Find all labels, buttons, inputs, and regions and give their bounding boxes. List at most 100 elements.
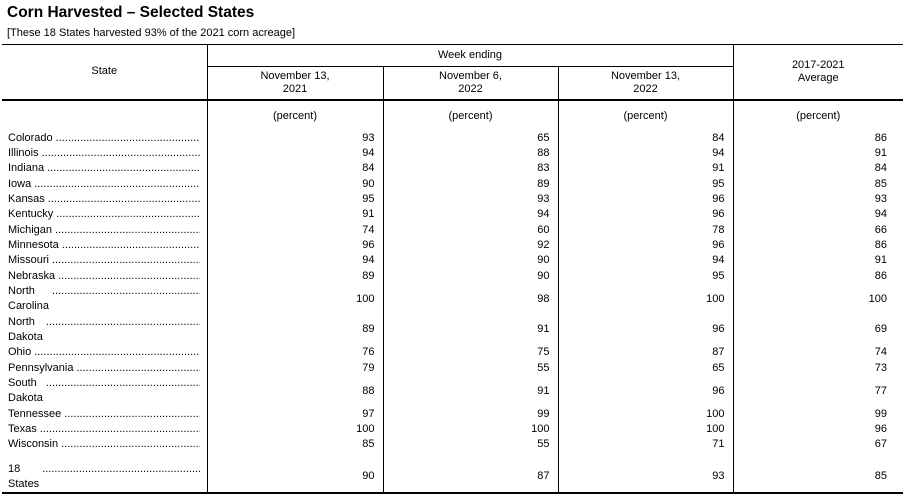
value-cell: 95 <box>558 176 734 192</box>
value-cell: 93 <box>874 192 887 205</box>
leader-dots: ........................................… <box>55 131 200 144</box>
value-cell: 66 <box>874 223 887 236</box>
table-row: Minnesota ..............................… <box>2 237 903 254</box>
value-cell: 91 <box>874 254 887 267</box>
value-cell: 100 <box>558 283 734 315</box>
page-subtitle: [These 18 States harvested 93% of the 20… <box>7 27 296 39</box>
table-row: Kentucky ...............................… <box>2 207 903 223</box>
value-cell: 60 <box>383 222 559 238</box>
state-name-cell: Nebraska ...............................… <box>2 268 208 284</box>
value-cell: 84 <box>207 161 384 177</box>
unit-label: (percent) <box>796 109 841 122</box>
value-cell: 96 <box>874 423 887 436</box>
value-cell: 89 <box>207 314 384 346</box>
value-cell: 100 <box>558 406 734 423</box>
leader-dots: ........................................… <box>56 208 199 221</box>
value-cell: 86 <box>874 131 887 144</box>
state-name: Michigan <box>8 223 53 236</box>
value-cell: 99 <box>383 406 559 423</box>
value-cell: 91 <box>383 376 559 407</box>
table-row: South Dakota ...........................… <box>2 376 903 407</box>
leader-dots: ........................................… <box>47 162 199 175</box>
state-name-cell: Illinois ...............................… <box>2 145 208 162</box>
value-cell: 77 <box>874 384 887 397</box>
page-title: Corn Harvested – Selected States <box>7 4 255 21</box>
unit-label: (percent) <box>383 99 559 131</box>
value-cell: 88 <box>383 145 559 162</box>
state-name-cell: Pennsylvania ...........................… <box>2 360 208 376</box>
value-cell: 96 <box>558 376 734 407</box>
state-name: Tennessee <box>8 407 62 420</box>
state-name-cell: 18 States ..............................… <box>2 452 208 494</box>
total-row: 18 States ..............................… <box>2 452 903 494</box>
value-cell: 96 <box>558 237 734 254</box>
state-name: Kentucky <box>8 208 54 221</box>
table-row: Tennessee ..............................… <box>2 406 903 423</box>
state-column-header: State <box>2 44 208 101</box>
table-header: State Week ending 2017-2021 Average Nove… <box>2 44 903 131</box>
state-name-cell: Texas ..................................… <box>2 422 208 438</box>
harvest-table: State Week ending 2017-2021 Average Nove… <box>2 44 903 494</box>
value-cell: 96 <box>558 207 734 223</box>
table-row: Ohio ...................................… <box>2 345 903 361</box>
state-name-cell: Wisconsin ..............................… <box>2 437 208 453</box>
table-row: Nebraska ...............................… <box>2 268 903 284</box>
value-cell: 95 <box>207 191 384 208</box>
value-cell: 94 <box>207 145 384 162</box>
value-cell: 87 <box>558 345 734 361</box>
state-name: Wisconsin <box>8 438 59 451</box>
leader-dots: ........................................… <box>61 438 200 451</box>
table-row: Missouri ...............................… <box>2 253 903 269</box>
value-cell: 94 <box>558 253 734 269</box>
value-cell: 96 <box>207 237 384 254</box>
value-cell: 100 <box>207 283 384 315</box>
state-name: Missouri <box>8 254 49 267</box>
leader-dots: ........................................… <box>51 254 200 267</box>
state-name-cell: Colorado ...............................… <box>2 130 208 146</box>
date-column-header: November 13, 2021 <box>207 66 384 101</box>
value-cell: 94 <box>207 253 384 269</box>
leader-dots: ........................................… <box>61 238 200 251</box>
state-name: Minnesota <box>8 238 59 251</box>
value-cell: 98 <box>383 283 559 315</box>
value-cell: 97 <box>207 406 384 423</box>
value-cell: 55 <box>383 360 559 376</box>
value-cell: 96 <box>558 314 734 346</box>
table-row: North Dakota ...........................… <box>2 314 903 346</box>
state-name-cell: Michigan ...............................… <box>2 222 208 238</box>
value-cell: 89 <box>383 176 559 192</box>
value-cell: 93 <box>558 452 734 494</box>
value-cell: 78 <box>558 222 734 238</box>
date-column-header: November 13, 2022 <box>558 66 734 101</box>
unit-row: (percent) (percent) (percent) (percent) <box>2 99 903 131</box>
table-row: Colorado ...............................… <box>2 130 903 146</box>
state-name: Kansas <box>8 192 45 205</box>
state-name-cell: Minnesota ..............................… <box>2 237 208 254</box>
value-cell: 84 <box>874 162 887 175</box>
value-cell: 89 <box>207 268 384 284</box>
value-cell: 76 <box>207 345 384 361</box>
leader-dots: ........................................… <box>55 223 199 236</box>
value-cell: 85 <box>874 177 887 190</box>
leader-dots: ........................................… <box>76 361 199 374</box>
value-cell: 100 <box>207 422 384 438</box>
state-name: South Dakota <box>8 377 43 405</box>
state-name-cell: Ohio ...................................… <box>2 345 208 361</box>
value-cell: 87 <box>383 452 559 494</box>
value-cell: 93 <box>383 191 559 208</box>
value-cell: 71 <box>558 437 734 453</box>
state-name: Texas <box>8 423 37 436</box>
value-cell: 99 <box>874 407 887 420</box>
leader-dots: ........................................… <box>58 269 199 282</box>
state-name-cell: North Carolina .........................… <box>2 283 208 315</box>
value-cell: 74 <box>874 346 887 359</box>
table-row: Texas ..................................… <box>2 422 903 438</box>
state-name: Ohio <box>8 346 32 359</box>
value-cell: 91 <box>874 146 887 159</box>
state-name: Pennsylvania <box>8 361 74 374</box>
leader-dots: ........................................… <box>34 346 200 359</box>
value-cell: 91 <box>383 314 559 346</box>
table-row: Illinois ...............................… <box>2 145 903 162</box>
value-cell: 55 <box>383 437 559 453</box>
value-cell: 86 <box>874 238 887 251</box>
